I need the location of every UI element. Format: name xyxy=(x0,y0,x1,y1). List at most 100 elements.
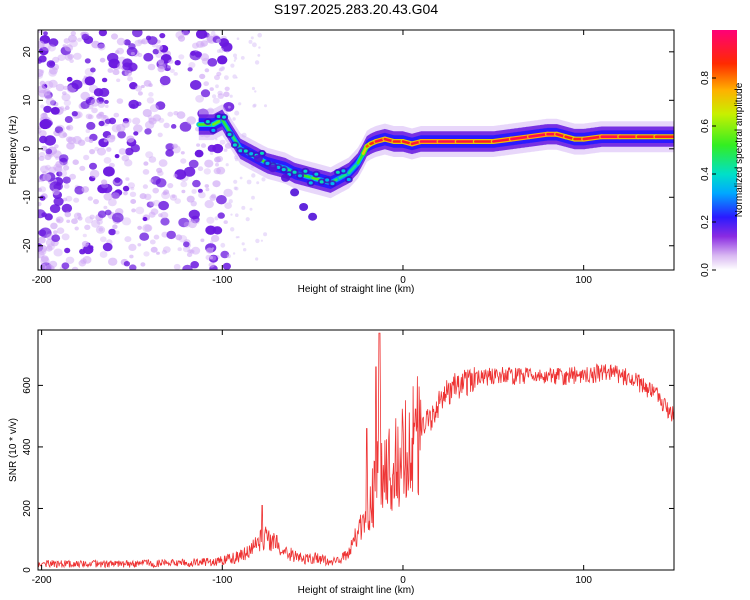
noise-blob xyxy=(182,245,191,253)
noise-blob xyxy=(207,36,214,42)
ridge-blob-core xyxy=(319,180,324,184)
noise-blob xyxy=(186,116,196,125)
noise-speck xyxy=(252,42,257,48)
noise-blob xyxy=(42,171,47,175)
noise-blob xyxy=(137,39,143,44)
noise-blob xyxy=(155,101,166,110)
noise-blob xyxy=(157,170,164,176)
noise-blob xyxy=(38,127,42,134)
noise-blob xyxy=(107,68,114,73)
noise-speck xyxy=(255,257,259,261)
noise-blob xyxy=(103,157,112,164)
noise-blob xyxy=(197,188,203,194)
colorbar-tick-label: 0.8 xyxy=(700,71,711,85)
noise-blob xyxy=(166,230,176,240)
noise-blob xyxy=(69,173,76,180)
ridge-blob-core xyxy=(211,128,216,132)
noise-blob xyxy=(114,154,120,159)
ridge-blob-core xyxy=(308,181,313,185)
noise-speck xyxy=(257,54,261,57)
noise-blob xyxy=(50,107,60,115)
noise-blob xyxy=(188,209,200,220)
noise-blob xyxy=(149,179,154,183)
noise-blob xyxy=(175,31,185,39)
noise-blob xyxy=(188,62,196,69)
noise-blob xyxy=(111,124,122,133)
noise-blob xyxy=(162,191,168,196)
noise-blob xyxy=(204,200,214,209)
noise-blob xyxy=(38,236,46,244)
noise-blob xyxy=(38,155,45,161)
noise-blob xyxy=(224,86,230,92)
noise-blob xyxy=(186,252,193,258)
noise-blob xyxy=(103,205,108,210)
noise-speck xyxy=(263,232,268,237)
noise-blob xyxy=(178,54,185,60)
noise-blob xyxy=(187,67,193,72)
noise-blob xyxy=(88,138,94,143)
noise-speck xyxy=(230,227,235,232)
noise-speck xyxy=(235,213,239,217)
noise-blob xyxy=(63,99,72,107)
ridge-blob-core xyxy=(205,120,210,124)
spectrogram-x-axis-label: Height of straight line (km) xyxy=(298,284,415,295)
branch-blob xyxy=(281,173,290,182)
ridge-blob-core xyxy=(243,149,248,153)
noise-blob xyxy=(55,83,65,92)
noise-blob xyxy=(137,225,143,230)
ridge-segment xyxy=(582,135,604,141)
noise-blob xyxy=(44,93,52,100)
noise-blob xyxy=(194,51,202,58)
noise-blob xyxy=(207,34,212,38)
noise-blob xyxy=(44,135,56,146)
noise-blob xyxy=(96,113,103,119)
noise-blob xyxy=(81,33,90,41)
noise-blob xyxy=(148,92,154,97)
noise-blob xyxy=(41,145,48,152)
noise-blob xyxy=(130,144,140,153)
noise-blob xyxy=(205,254,212,261)
noise-blob xyxy=(212,143,224,154)
noise-blob xyxy=(96,147,107,156)
noise-blob xyxy=(43,105,52,113)
noise-speck xyxy=(257,32,263,38)
noise-blob xyxy=(83,154,90,161)
branch-blob xyxy=(253,154,263,163)
noise-blob xyxy=(124,69,133,77)
noise-blob xyxy=(142,184,148,189)
noise-blob xyxy=(108,257,118,266)
noise-blob xyxy=(153,234,160,240)
noise-blob xyxy=(157,65,165,73)
noise-blob xyxy=(158,200,170,211)
noise-blob xyxy=(40,118,52,129)
noise-blob xyxy=(175,234,183,241)
noise-speck xyxy=(210,30,216,36)
noise-blob xyxy=(63,165,70,171)
noise-blob xyxy=(195,95,205,103)
ridge-segment xyxy=(230,132,242,151)
noise-blob xyxy=(188,220,197,229)
noise-blob xyxy=(111,192,120,200)
noise-blob xyxy=(149,239,156,245)
noise-speck xyxy=(261,177,266,182)
colorbar-tick-label: 0.2 xyxy=(700,215,711,229)
noise-speck xyxy=(232,252,236,255)
noise-speck xyxy=(221,66,225,70)
noise-blob xyxy=(65,195,73,202)
noise-blob xyxy=(117,130,126,139)
noise-blob xyxy=(152,187,159,194)
noise-blob xyxy=(121,121,130,128)
noise-blob xyxy=(142,169,150,175)
noise-blob xyxy=(40,257,50,266)
noise-blob xyxy=(223,91,230,98)
noise-speck xyxy=(234,56,238,60)
noise-blob xyxy=(149,104,159,113)
noise-blob xyxy=(61,93,71,102)
noise-speck xyxy=(240,56,245,60)
noise-blob xyxy=(212,180,221,188)
noise-blob xyxy=(45,97,55,106)
noise-speck xyxy=(228,199,233,204)
spectrogram-y-tick-label: -20 xyxy=(22,238,33,253)
noise-blob xyxy=(177,247,182,252)
noise-blob xyxy=(104,104,109,109)
